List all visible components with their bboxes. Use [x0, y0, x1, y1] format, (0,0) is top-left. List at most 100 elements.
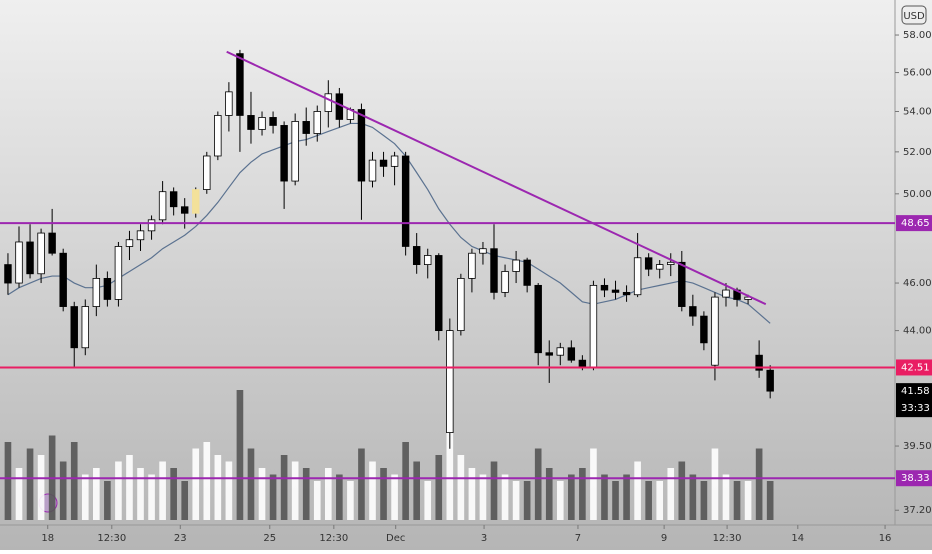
level-label-box — [896, 359, 932, 376]
volume-bar — [181, 481, 189, 520]
candle-body — [214, 115, 222, 157]
candle-body — [169, 191, 178, 208]
candle-body — [545, 352, 553, 356]
level-label-box — [896, 215, 932, 232]
x-tick-label: 12:30 — [319, 533, 348, 544]
candle-body — [401, 155, 410, 247]
volume-bar — [225, 461, 233, 520]
volume-bar — [203, 442, 211, 520]
candle-body — [291, 121, 299, 182]
x-tick-label: 3 — [481, 533, 487, 544]
volume-bar — [269, 474, 277, 520]
candle-body — [435, 255, 443, 332]
volume-bar — [523, 481, 531, 520]
candle-body — [158, 191, 167, 221]
volume-bar — [81, 474, 89, 520]
x-tick-label: 18 — [41, 533, 54, 544]
currency-box[interactable] — [901, 5, 927, 25]
x-tick-label: 16 — [879, 533, 892, 544]
volume-bar — [435, 455, 443, 520]
level-label: 42.51 — [901, 362, 930, 373]
candle-body — [523, 259, 531, 286]
volume-bar — [280, 455, 288, 520]
volume-bar — [380, 468, 387, 520]
y-tick-label: 54.00 — [903, 106, 932, 117]
candle-body — [622, 291, 631, 296]
y-tick-label: 52.00 — [903, 147, 932, 158]
y-tick-label: 58.00 — [903, 30, 932, 41]
volume-bar — [126, 455, 133, 520]
candle-body — [490, 248, 498, 293]
level-label: 48.65 — [901, 218, 930, 229]
level-label-box — [896, 470, 932, 487]
volume-bar — [711, 448, 719, 520]
y-tick-label: 37.20 — [903, 505, 932, 516]
volume-bar — [4, 442, 12, 520]
candle-body — [412, 246, 421, 265]
moving-average — [7, 122, 771, 324]
candle-body — [192, 189, 200, 214]
candle-body — [689, 306, 697, 317]
candle-body — [457, 278, 465, 332]
volume-bar — [214, 455, 222, 520]
volume-bar — [645, 481, 652, 520]
countdown: 33:33 — [901, 403, 930, 414]
candle-body — [92, 278, 101, 307]
volume-bar — [722, 474, 730, 520]
volume-bar — [93, 468, 100, 520]
candle-body — [269, 117, 277, 126]
candle-body — [424, 255, 432, 265]
volume-bar — [148, 474, 155, 520]
volume-bar — [336, 474, 343, 520]
candle-body — [589, 284, 598, 369]
y-tick-label: 44.00 — [903, 326, 932, 337]
volume-bar — [601, 474, 608, 520]
candle-body — [379, 159, 388, 167]
candle-body — [644, 257, 653, 270]
candle-body — [147, 219, 156, 232]
candle-body — [678, 261, 686, 307]
volume-bar — [700, 481, 708, 520]
volume-bar — [556, 481, 564, 520]
candle-body — [180, 206, 189, 214]
candle-body — [368, 159, 377, 182]
candle-body — [512, 259, 520, 272]
y-tick-label: 56.00 — [903, 68, 932, 79]
volume-bar — [568, 474, 575, 520]
candle-body — [755, 354, 763, 371]
volume-bar — [501, 474, 509, 520]
volume-bar — [59, 461, 67, 520]
candle-body — [766, 369, 774, 392]
candle-body — [4, 264, 12, 284]
volume-bar — [733, 481, 741, 520]
volume-bar — [612, 481, 619, 520]
volume-bar — [512, 481, 520, 520]
candle-body — [258, 117, 266, 130]
candle-body — [534, 284, 542, 354]
candle-body — [225, 91, 233, 116]
volume-bar — [115, 461, 122, 520]
x-tick-label: 12:30 — [97, 533, 126, 544]
candle-body — [600, 284, 609, 291]
candle-body — [81, 306, 89, 349]
volume-bar — [678, 461, 686, 520]
volume-bar — [479, 474, 487, 520]
x-tick-label: 14 — [791, 533, 804, 544]
volume-bar — [313, 481, 321, 520]
volume-bar — [446, 396, 454, 520]
candle-body — [302, 121, 310, 134]
candle-body — [125, 239, 134, 247]
volume-bar — [324, 468, 332, 520]
candle-body — [313, 111, 321, 134]
candle-body — [136, 230, 145, 241]
volume-bar — [247, 448, 255, 520]
volume-bar — [236, 390, 244, 520]
volume-bar — [26, 448, 34, 520]
volume-bar — [468, 468, 476, 520]
volume-bar — [579, 468, 586, 520]
candle-body — [103, 278, 112, 300]
volume-bar — [623, 474, 630, 520]
volume-bar — [667, 468, 675, 520]
